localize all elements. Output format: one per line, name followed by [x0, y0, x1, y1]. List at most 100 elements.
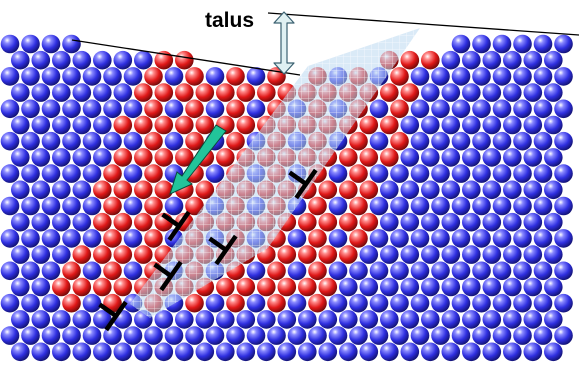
atom-red: [339, 180, 358, 200]
atom-blue: [72, 83, 92, 102]
atom-blue: [246, 293, 266, 313]
atom-blue: [52, 342, 71, 362]
atom-blue: [72, 148, 92, 167]
atom-blue: [164, 99, 184, 119]
atom-red: [349, 131, 368, 151]
atom-blue: [431, 67, 450, 86]
atom-blue: [369, 293, 389, 313]
atom-red: [349, 229, 368, 248]
atom-blue: [82, 261, 102, 281]
atom-blue: [41, 293, 61, 313]
atom-blue: [10, 148, 30, 167]
atom-blue: [369, 261, 389, 281]
atom-blue: [421, 277, 440, 297]
atom-blue: [513, 164, 532, 183]
atom-blue: [123, 99, 143, 119]
atom-blue: [328, 293, 348, 313]
atom-red: [134, 212, 153, 232]
atom-blue: [390, 164, 409, 183]
atom-blue: [472, 99, 491, 119]
atom-blue: [103, 67, 122, 86]
atom-blue: [21, 164, 40, 183]
atom-blue: [113, 50, 133, 70]
atom-blue: [10, 115, 30, 135]
atom-blue: [554, 34, 573, 54]
atom-blue: [503, 50, 522, 70]
atom-blue: [31, 83, 51, 102]
atom-blue: [441, 310, 461, 329]
atom-blue: [554, 229, 573, 248]
atom-blue: [123, 261, 143, 281]
atom-blue: [328, 164, 348, 183]
dislocation-symbol: [288, 168, 318, 200]
atom-blue: [246, 326, 266, 345]
atom-red: [277, 277, 297, 297]
atom-blue: [31, 115, 51, 135]
atom-blue: [400, 245, 420, 264]
atom-red: [236, 115, 256, 135]
atom-blue: [72, 50, 92, 70]
atom-blue: [400, 212, 420, 232]
atom-blue: [287, 261, 307, 281]
atom-blue: [41, 131, 61, 151]
atom-blue: [441, 180, 461, 200]
atom-red: [185, 293, 204, 313]
atom-red: [93, 212, 112, 232]
atom-blue: [93, 310, 112, 329]
atom-blue: [472, 164, 491, 183]
atom-blue: [472, 326, 491, 345]
atom-blue: [359, 245, 379, 264]
atom-blue: [431, 131, 450, 151]
atom-blue: [482, 245, 502, 264]
atom-blue: [441, 50, 461, 70]
atom-red: [113, 277, 133, 297]
atom-blue: [380, 245, 399, 264]
atom-blue: [21, 99, 40, 119]
atom-blue: [380, 310, 399, 329]
atom-blue: [380, 342, 399, 362]
atom-blue: [513, 131, 532, 151]
atom-blue: [410, 99, 430, 119]
atom-blue: [31, 180, 51, 200]
atom-blue: [421, 180, 440, 200]
atom-blue: [82, 326, 102, 345]
atom-red: [62, 261, 81, 281]
atom-blue: [93, 148, 112, 167]
atom-blue: [287, 229, 307, 248]
atom-blue: [62, 131, 81, 151]
atom-red: [339, 212, 358, 232]
atom-blue: [503, 277, 522, 297]
atom-blue: [164, 67, 184, 86]
atom-blue: [451, 99, 471, 119]
atom-blue: [318, 342, 338, 362]
atom-red: [339, 148, 358, 167]
atom-blue: [554, 293, 573, 313]
atom-blue: [482, 277, 502, 297]
atom-blue: [123, 326, 143, 345]
atom-red: [359, 148, 379, 167]
atom-blue: [339, 310, 358, 329]
atom-blue: [31, 50, 51, 70]
atom-blue: [523, 83, 543, 102]
atom-blue: [400, 310, 420, 329]
atom-blue: [21, 261, 40, 281]
atom-red: [72, 245, 92, 264]
atom-blue: [369, 131, 389, 151]
atom-blue: [554, 164, 573, 183]
atom-blue: [277, 342, 297, 362]
atom-blue: [298, 310, 317, 329]
atom-blue: [462, 115, 481, 135]
atom-blue: [523, 342, 543, 362]
atom-blue: [205, 67, 225, 86]
atom-blue: [441, 277, 461, 297]
atom-blue: [400, 148, 420, 167]
atom-red: [154, 115, 174, 135]
atom-blue: [462, 148, 481, 167]
atom-blue: [103, 131, 122, 151]
atom-blue: [287, 293, 307, 313]
atom-blue: [246, 99, 266, 119]
atom-blue: [400, 342, 420, 362]
talus-label: talus: [205, 9, 254, 32]
atom-blue: [554, 99, 573, 119]
atom-blue: [410, 326, 430, 345]
